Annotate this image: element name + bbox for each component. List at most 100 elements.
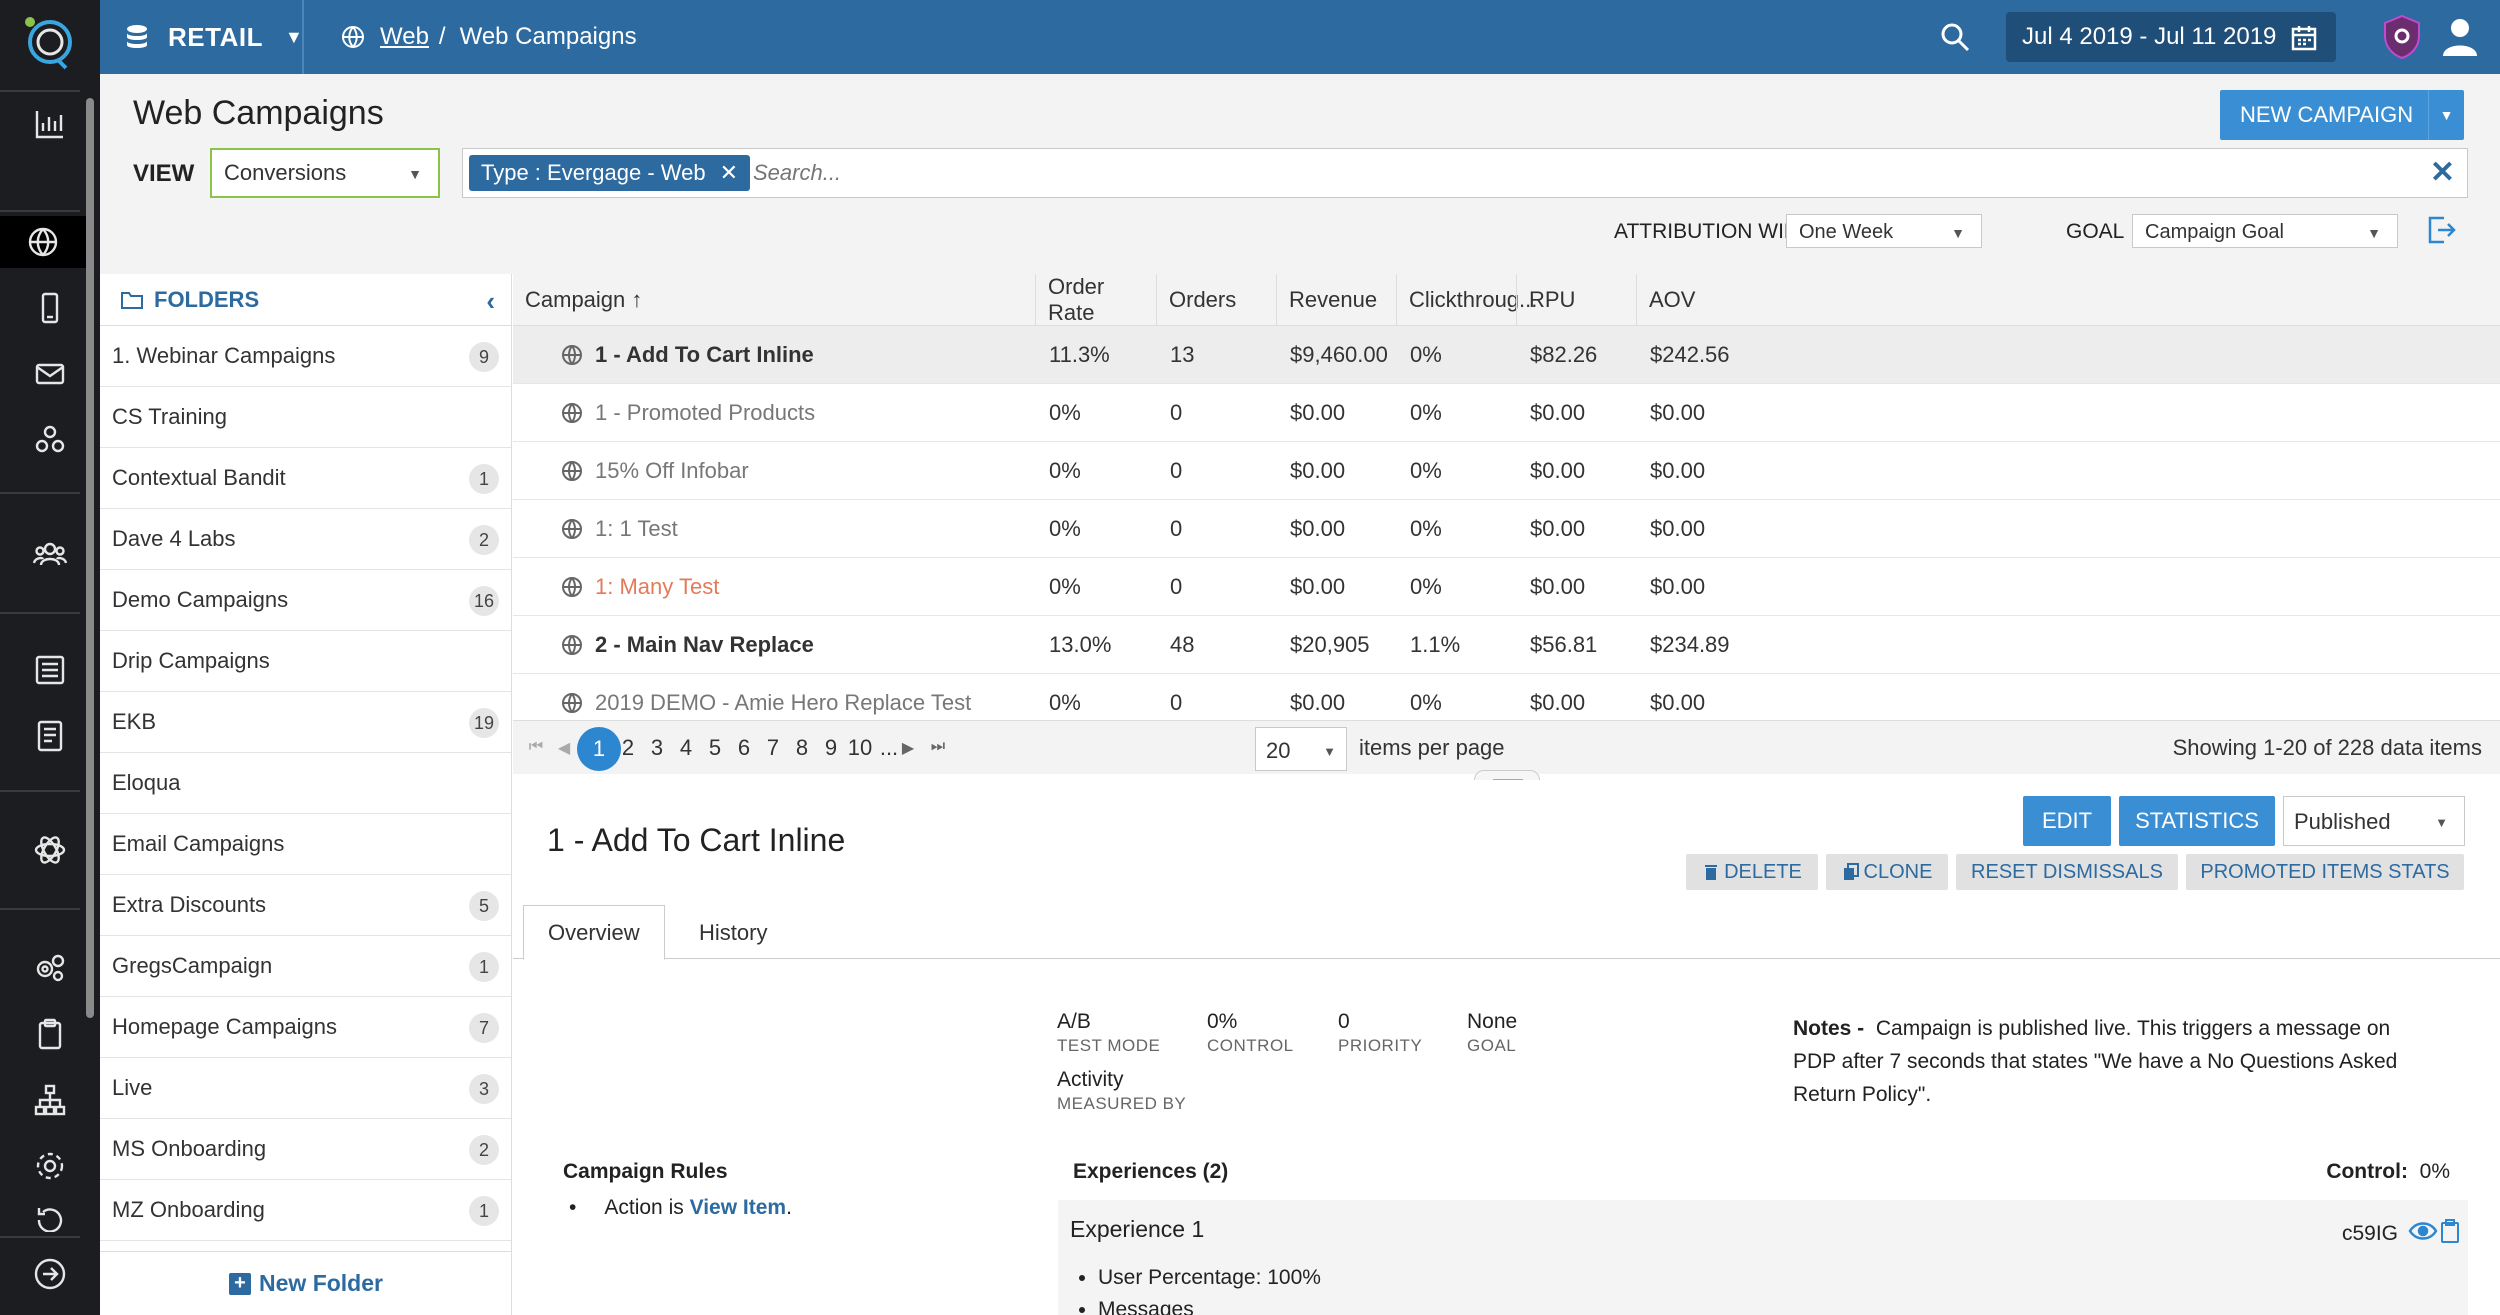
- table-row[interactable]: 15% Off Infobar 0% 0 $0.00 0% $0.00 $0.00: [513, 442, 2500, 500]
- export-icon[interactable]: [2424, 214, 2456, 246]
- tab-history[interactable]: History: [699, 919, 768, 945]
- folder-item[interactable]: Email Campaigns: [100, 814, 511, 875]
- history-icon[interactable]: [26, 1208, 74, 1232]
- column-header[interactable]: Orders: [1156, 274, 1276, 326]
- settings-icon[interactable]: [26, 1142, 74, 1190]
- breadcrumb-web-link[interactable]: Web: [380, 23, 429, 50]
- close-icon[interactable]: ✕: [719, 160, 739, 185]
- eye-icon[interactable]: [2408, 1218, 2438, 1244]
- page-button[interactable]: 7: [766, 735, 780, 760]
- network-icon[interactable]: [26, 416, 74, 464]
- folder-item[interactable]: Dave 4 Labs 2: [100, 509, 511, 570]
- first-page-icon[interactable]: ⏮: [528, 738, 544, 755]
- folder-item[interactable]: EKB 19: [100, 692, 511, 753]
- statistics-button[interactable]: STATISTICS: [2119, 796, 2275, 846]
- sitemap-icon[interactable]: [26, 1076, 74, 1124]
- globe-icon: [562, 635, 582, 655]
- column-header[interactable]: RPU: [1516, 274, 1636, 326]
- campaign-name[interactable]: 2 - Main Nav Replace: [547, 616, 814, 674]
- folder-item[interactable]: 1. Webinar Campaigns 9: [100, 326, 511, 387]
- rail-scrollbar[interactable]: [86, 98, 94, 1018]
- page-button[interactable]: 1: [577, 727, 621, 771]
- filter-chip[interactable]: Type : Evergage - Web ✕: [469, 155, 751, 191]
- column-header[interactable]: Revenue: [1276, 274, 1396, 326]
- folder-item[interactable]: Eloqua: [100, 753, 511, 814]
- attribution-window-select[interactable]: One Week ▼: [1786, 214, 1982, 248]
- campaign-name[interactable]: 1: 1 Test: [547, 500, 678, 558]
- folder-item[interactable]: Homepage Campaigns 7: [100, 997, 511, 1058]
- tab-overview[interactable]: Overview: [523, 905, 665, 960]
- column-header[interactable]: Campaign ↑: [525, 287, 643, 312]
- items-per-page-select[interactable]: 20 ▼: [1255, 727, 1347, 771]
- page-button[interactable]: ...: [879, 735, 899, 760]
- folder-item[interactable]: Extra Discounts 5: [100, 875, 511, 936]
- folder-item[interactable]: MS Onboarding 2: [100, 1119, 511, 1180]
- clipboard-icon[interactable]: [26, 1010, 74, 1058]
- table-row[interactable]: 1 - Add To Cart Inline 11.3% 13 $9,460.00 0%…: [513, 326, 2500, 384]
- edit-button[interactable]: EDIT: [2023, 796, 2111, 846]
- document-icon[interactable]: [26, 712, 74, 760]
- folder-item[interactable]: GregsCampaign 1: [100, 936, 511, 997]
- goal-select[interactable]: Campaign Goal ▼: [2132, 214, 2398, 248]
- arrow-right-circle-icon[interactable]: [26, 1250, 74, 1298]
- folder-item[interactable]: Drip Campaigns: [100, 631, 511, 692]
- search-icon[interactable]: [1940, 22, 1970, 52]
- page-button[interactable]: 6: [737, 735, 751, 760]
- prev-page-icon[interactable]: ◀: [557, 740, 571, 757]
- last-page-icon[interactable]: ⏭: [930, 738, 946, 755]
- folder-item[interactable]: Contextual Bandit 1: [100, 448, 511, 509]
- caret-down-icon[interactable]: ▼: [2428, 90, 2464, 140]
- folder-item[interactable]: MZ Onboarding 1: [100, 1180, 511, 1241]
- page-button[interactable]: 2: [621, 735, 635, 760]
- column-header[interactable]: AOV: [1636, 274, 2500, 326]
- logo-icon[interactable]: [20, 12, 80, 72]
- table-row[interactable]: 1: Many Test 0% 0 $0.00 0% $0.00 $0.00: [513, 558, 2500, 616]
- page-button[interactable]: 9: [824, 735, 838, 760]
- cell-ctr: 0%: [1410, 690, 1442, 715]
- date-range-picker[interactable]: Jul 4 2019 - Jul 11 2019: [2006, 12, 2336, 62]
- column-header[interactable]: Clickthroug...: [1396, 274, 1537, 326]
- mail-icon[interactable]: [26, 350, 74, 398]
- list-icon[interactable]: [26, 646, 74, 694]
- clipboard-icon[interactable]: [2440, 1218, 2460, 1244]
- promoted-items-stats-button[interactable]: PROMOTED ITEMS STATS: [2186, 854, 2464, 890]
- user-icon[interactable]: [2440, 16, 2480, 56]
- page-button[interactable]: 5: [708, 735, 722, 760]
- next-page-icon[interactable]: ▶: [901, 740, 915, 757]
- users-icon[interactable]: [26, 530, 74, 578]
- table-row[interactable]: 1 - Promoted Products 0% 0 $0.00 0% $0.00 $0.0…: [513, 384, 2500, 442]
- bar-chart-icon[interactable]: [26, 100, 74, 148]
- table-row[interactable]: 2 - Main Nav Replace 13.0% 48 $20,905 1.1% $5…: [513, 616, 2500, 674]
- column-header[interactable]: Order Rate: [1035, 274, 1156, 326]
- campaign-name[interactable]: 2019 DEMO - Amie Hero Replace Test: [547, 674, 971, 732]
- globe-icon[interactable]: [0, 216, 86, 268]
- workspace-selector[interactable]: RETAIL ▼: [124, 0, 303, 74]
- view-select[interactable]: Conversions ▼: [210, 148, 440, 198]
- table-row[interactable]: 1: 1 Test 0% 0 $0.00 0% $0.00 $0.00: [513, 500, 2500, 558]
- mobile-icon[interactable]: [26, 284, 74, 332]
- gears-icon[interactable]: [26, 944, 74, 992]
- folder-item[interactable]: Live 3: [100, 1058, 511, 1119]
- chevron-left-icon[interactable]: ‹: [486, 286, 495, 316]
- atom-icon[interactable]: [26, 826, 74, 874]
- campaign-name[interactable]: 1: Many Test: [547, 558, 719, 616]
- clear-filter-icon[interactable]: ✕: [2429, 156, 2455, 189]
- search-input[interactable]: [753, 157, 2353, 189]
- page-button[interactable]: 4: [679, 735, 693, 760]
- clone-button[interactable]: CLONE: [1826, 854, 1948, 890]
- reset-dismissals-button[interactable]: RESET DISMISSALS: [1956, 854, 2178, 890]
- page-button[interactable]: 10: [847, 735, 873, 760]
- campaign-name[interactable]: 1 - Add To Cart Inline: [547, 326, 814, 384]
- page-button[interactable]: 8: [795, 735, 809, 760]
- new-folder-button[interactable]: + New Folder: [100, 1251, 512, 1315]
- folder-item[interactable]: CS Training: [100, 387, 511, 448]
- status-select[interactable]: Published ▼: [2283, 796, 2465, 846]
- new-campaign-button[interactable]: NEW CAMPAIGN ▼: [2220, 90, 2464, 140]
- delete-button[interactable]: DELETE: [1686, 854, 1818, 890]
- cell-orders: 13: [1170, 342, 1195, 367]
- campaign-name[interactable]: 15% Off Infobar: [547, 442, 749, 500]
- shield-icon[interactable]: [2382, 14, 2422, 60]
- folder-item[interactable]: Demo Campaigns 16: [100, 570, 511, 631]
- page-button[interactable]: 3: [650, 735, 664, 760]
- campaign-name[interactable]: 1 - Promoted Products: [547, 384, 815, 442]
